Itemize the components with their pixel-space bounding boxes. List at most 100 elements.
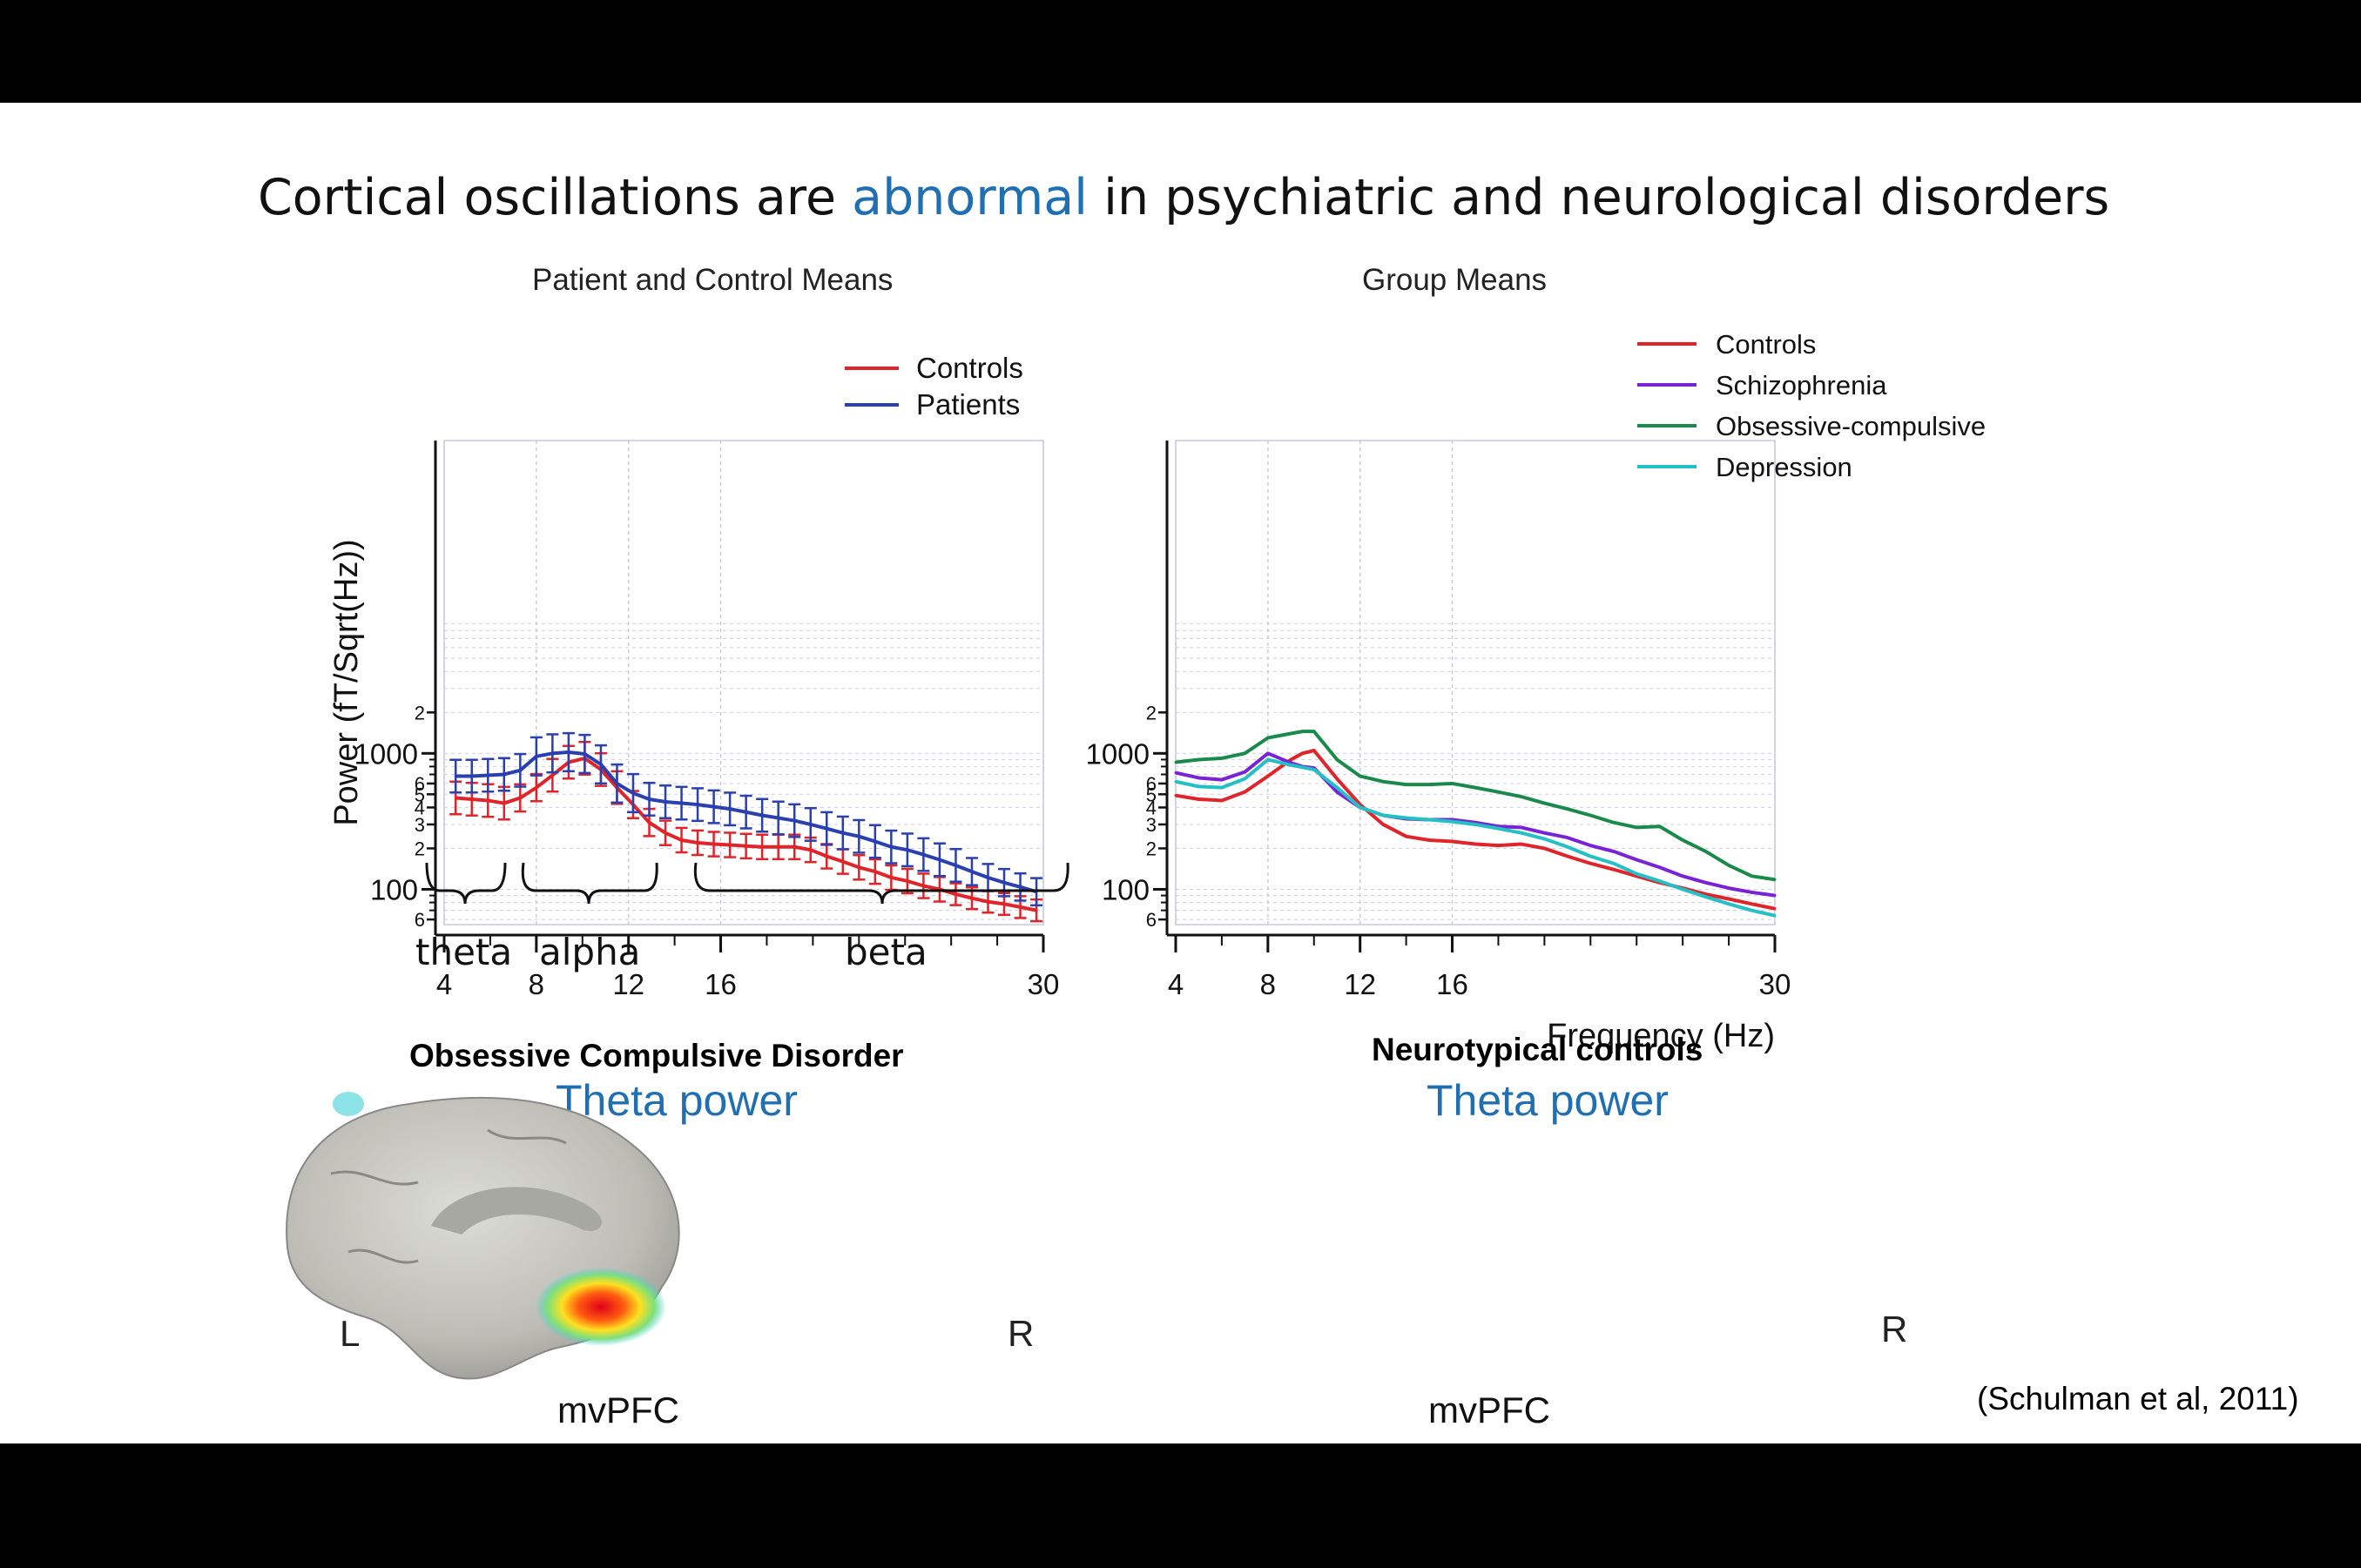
y-tick-label: 1000 — [1086, 737, 1150, 770]
data-point — [889, 876, 893, 879]
data-point — [841, 831, 845, 835]
data-point — [1612, 821, 1616, 824]
series-line — [1175, 730, 1776, 882]
band-brackets — [425, 862, 1069, 905]
data-point — [1566, 807, 1569, 811]
data-point — [664, 800, 667, 804]
data-point — [1243, 751, 1246, 755]
data-point — [1566, 845, 1569, 849]
data-point — [1335, 757, 1339, 761]
data-point — [1174, 771, 1177, 775]
data-point — [1474, 843, 1477, 846]
data-point — [1174, 794, 1177, 797]
data-point — [1773, 914, 1777, 918]
title-text-start: Cortical oscillations are — [258, 169, 853, 226]
data-point — [1612, 850, 1616, 853]
x-axis-label: Frequency (Hz) — [1547, 1018, 1775, 1054]
data-point — [583, 752, 586, 756]
data-point — [680, 802, 684, 805]
data-point — [1335, 777, 1339, 781]
data-point — [745, 845, 748, 848]
data-point — [1704, 895, 1708, 898]
data-point — [1635, 825, 1638, 829]
data-point — [1289, 731, 1292, 735]
data-point — [535, 755, 538, 758]
legend-label: Controls — [916, 352, 1023, 384]
data-point — [970, 897, 974, 900]
theta-bracket — [425, 862, 507, 905]
data-point — [1289, 757, 1292, 761]
x-tick-label: 4 — [1168, 968, 1184, 1000]
data-point — [1266, 757, 1270, 761]
data-point — [1301, 751, 1305, 755]
data-point — [986, 900, 989, 904]
x-tick-label: 30 — [1759, 968, 1791, 1000]
data-point — [1243, 777, 1246, 781]
data-point — [1681, 874, 1684, 878]
data-point — [760, 845, 764, 849]
data-point — [809, 823, 813, 826]
data-point — [1266, 737, 1270, 740]
data-point — [938, 858, 941, 861]
slide: Cortical oscillations are abnormal in ps… — [0, 103, 2361, 1444]
y-minor-label: 2 — [1146, 838, 1157, 859]
data-point — [954, 892, 957, 896]
data-point — [518, 797, 522, 800]
x-tick-label: 12 — [612, 968, 644, 1000]
controls-brain-title: Neurotypical controls — [1372, 1032, 1703, 1067]
data-point — [921, 885, 925, 888]
data-point — [906, 879, 909, 883]
y-minor-label: 6 — [415, 773, 425, 795]
x-tick-label: 12 — [1344, 968, 1376, 1000]
data-point — [1589, 844, 1592, 847]
data-point — [1301, 765, 1305, 769]
data-point — [1359, 805, 1362, 809]
data-point — [1301, 730, 1305, 733]
data-point — [615, 782, 618, 785]
y-minor-label: 6 — [415, 909, 425, 931]
chart1-title: Patient and Control Means — [532, 263, 894, 297]
series-line — [1175, 757, 1776, 918]
data-point — [1220, 798, 1224, 802]
y-minor-label: 6 — [1146, 773, 1157, 795]
data-point — [1474, 823, 1477, 826]
data-point — [1496, 791, 1500, 794]
title-highlight: abnormal — [852, 169, 1089, 226]
data-point — [1635, 872, 1638, 876]
data-point — [1542, 846, 1546, 850]
data-point — [986, 876, 989, 879]
data-point — [599, 763, 603, 766]
data-point — [567, 750, 570, 754]
title-text-end: in psychiatric and neurological disorder… — [1088, 169, 2110, 226]
data-point — [1312, 749, 1316, 752]
data-point — [825, 855, 828, 858]
data-point — [1589, 862, 1592, 865]
data-point — [1289, 764, 1292, 767]
data-point — [1520, 825, 1523, 829]
y-minor-label: 3 — [415, 814, 425, 836]
data-point — [1635, 858, 1638, 861]
citation: (Schulman et al, 2011) — [1977, 1381, 2299, 1417]
data-point — [1727, 902, 1730, 905]
data-point — [1243, 791, 1246, 794]
data-point — [486, 773, 489, 777]
data-point — [1243, 771, 1246, 774]
slide-title: Cortical oscillations are abnormal in ps… — [258, 169, 2109, 226]
data-point — [921, 853, 925, 857]
data-point — [1427, 838, 1431, 842]
data-point — [1174, 780, 1177, 784]
data-point — [1427, 818, 1431, 822]
series-line — [1175, 751, 1776, 898]
data-point — [1681, 838, 1684, 842]
data-point — [1427, 783, 1431, 786]
data-point — [1658, 879, 1662, 883]
data-point — [1197, 797, 1200, 801]
y-tick-label: 100 — [370, 873, 418, 905]
data-point — [1773, 907, 1777, 911]
data-point — [841, 860, 845, 864]
data-point — [470, 797, 474, 801]
data-point — [1751, 874, 1754, 878]
data-point — [1520, 843, 1523, 846]
